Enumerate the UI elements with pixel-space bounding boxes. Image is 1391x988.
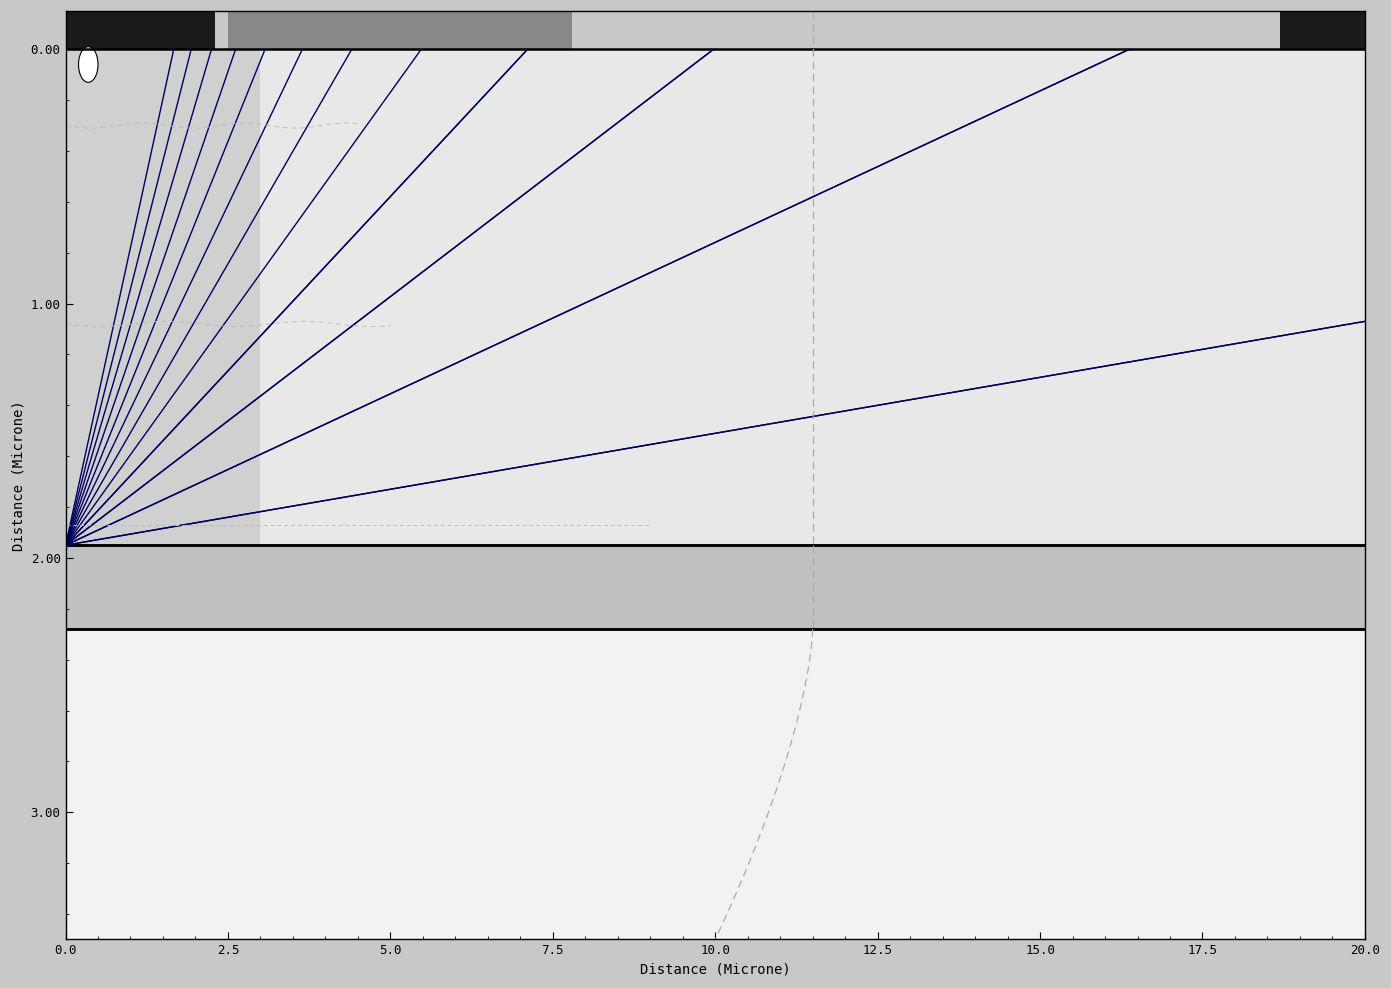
Bar (65, 49, 260, 545)
Ellipse shape (78, 46, 97, 82)
Bar (65, 11, 1365, 49)
Bar (65, 11, 216, 49)
Y-axis label: Distance (Microne): Distance (Microne) (11, 400, 25, 550)
X-axis label: Distance (Microne): Distance (Microne) (640, 963, 790, 977)
Bar (1281, 11, 1365, 49)
Bar (65, 545, 1365, 629)
Bar (65, 629, 1365, 940)
Bar (228, 11, 572, 49)
